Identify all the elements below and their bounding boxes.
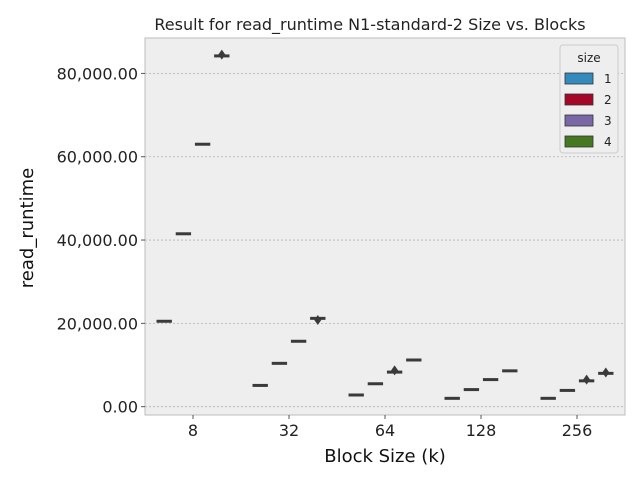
legend-swatch-3	[564, 114, 594, 127]
plot-background	[144, 37, 626, 416]
x-tick-label: 256	[562, 421, 593, 440]
x-tick-label: 64	[375, 421, 395, 440]
y-tick-label: 80,000.00	[57, 64, 138, 83]
chart-title: Result for read_runtime N1-standard-2 Si…	[154, 15, 585, 35]
y-tick-label: 60,000.00	[57, 148, 138, 167]
box-marks	[156, 49, 614, 400]
y-tick-label: 0.00	[102, 398, 138, 417]
legend-swatch-2	[564, 93, 594, 106]
legend-label-4: 4	[604, 135, 612, 149]
x-axis-label: Block Size (k)	[324, 446, 446, 467]
legend: size 1 2 3 4	[559, 44, 619, 154]
y-tick-label: 20,000.00	[57, 314, 138, 333]
y-axis-ticks: 0.00 20,000.00 40,000.00 60,000.00 80,000.00	[57, 64, 145, 417]
legend-swatch-4	[564, 135, 594, 148]
legend-swatch-1	[564, 72, 594, 85]
grid-lines	[145, 73, 625, 408]
outlier-point	[583, 374, 591, 385]
x-tick-label: 128	[466, 421, 497, 440]
outlier-point	[602, 367, 610, 378]
x-axis-ticks: 8 32 64 128 256	[188, 415, 592, 440]
legend-label-3: 3	[604, 114, 612, 128]
outlier-point	[391, 365, 399, 376]
y-tick-label: 40,000.00	[57, 231, 138, 250]
outlier-point	[314, 315, 322, 326]
legend-title: size	[577, 51, 600, 65]
y-axis-label: read_runtime	[17, 168, 38, 288]
legend-label-1: 1	[604, 72, 612, 86]
x-tick-label: 32	[279, 421, 299, 440]
x-tick-label: 8	[188, 421, 198, 440]
outlier-point	[218, 49, 226, 60]
legend-label-2: 2	[604, 93, 612, 107]
